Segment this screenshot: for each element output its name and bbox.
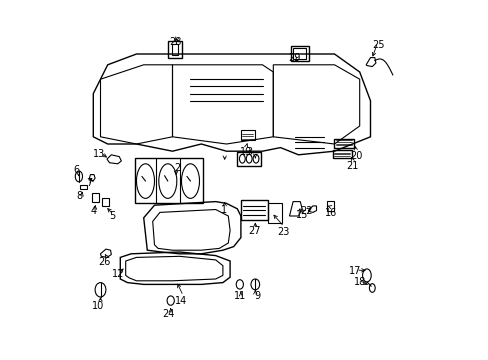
Bar	[241, 200, 267, 220]
Text: 25: 25	[372, 40, 384, 50]
Bar	[332, 150, 352, 158]
Text: 4: 4	[91, 206, 97, 216]
Text: 1: 1	[221, 204, 226, 215]
Text: 17: 17	[348, 266, 361, 276]
Text: 8: 8	[77, 191, 82, 201]
Bar	[91, 193, 99, 202]
Text: 29: 29	[288, 53, 301, 63]
Text: 3: 3	[245, 147, 252, 157]
Bar	[102, 198, 108, 206]
Text: 19: 19	[239, 147, 251, 157]
Text: 15: 15	[295, 210, 307, 220]
Bar	[267, 203, 282, 223]
Text: 27: 27	[248, 226, 260, 236]
Text: 23: 23	[277, 227, 289, 237]
Text: 7: 7	[86, 178, 92, 188]
Bar	[80, 185, 87, 189]
Text: 2: 2	[174, 163, 180, 174]
Text: 5: 5	[109, 211, 115, 221]
Text: 26: 26	[99, 257, 111, 267]
Text: 11: 11	[233, 291, 245, 301]
Text: 12: 12	[111, 269, 124, 279]
Text: 20: 20	[349, 150, 362, 161]
Text: 9: 9	[254, 291, 260, 301]
Text: 16: 16	[324, 208, 336, 218]
Text: 10: 10	[92, 301, 104, 311]
Bar	[291, 46, 308, 61]
Text: 21: 21	[346, 161, 358, 171]
Text: 13: 13	[92, 149, 104, 159]
Bar	[334, 139, 354, 148]
Text: 6: 6	[73, 165, 79, 175]
Bar	[237, 152, 260, 166]
Bar	[134, 158, 203, 203]
Text: 18: 18	[353, 276, 365, 287]
Text: 28: 28	[169, 37, 181, 48]
Bar	[241, 130, 255, 140]
Text: 22: 22	[300, 206, 312, 216]
Bar	[168, 41, 182, 58]
Text: 24: 24	[163, 309, 175, 319]
Bar	[293, 48, 306, 59]
Bar	[171, 44, 178, 55]
Bar	[326, 201, 334, 211]
Text: 14: 14	[175, 296, 187, 306]
